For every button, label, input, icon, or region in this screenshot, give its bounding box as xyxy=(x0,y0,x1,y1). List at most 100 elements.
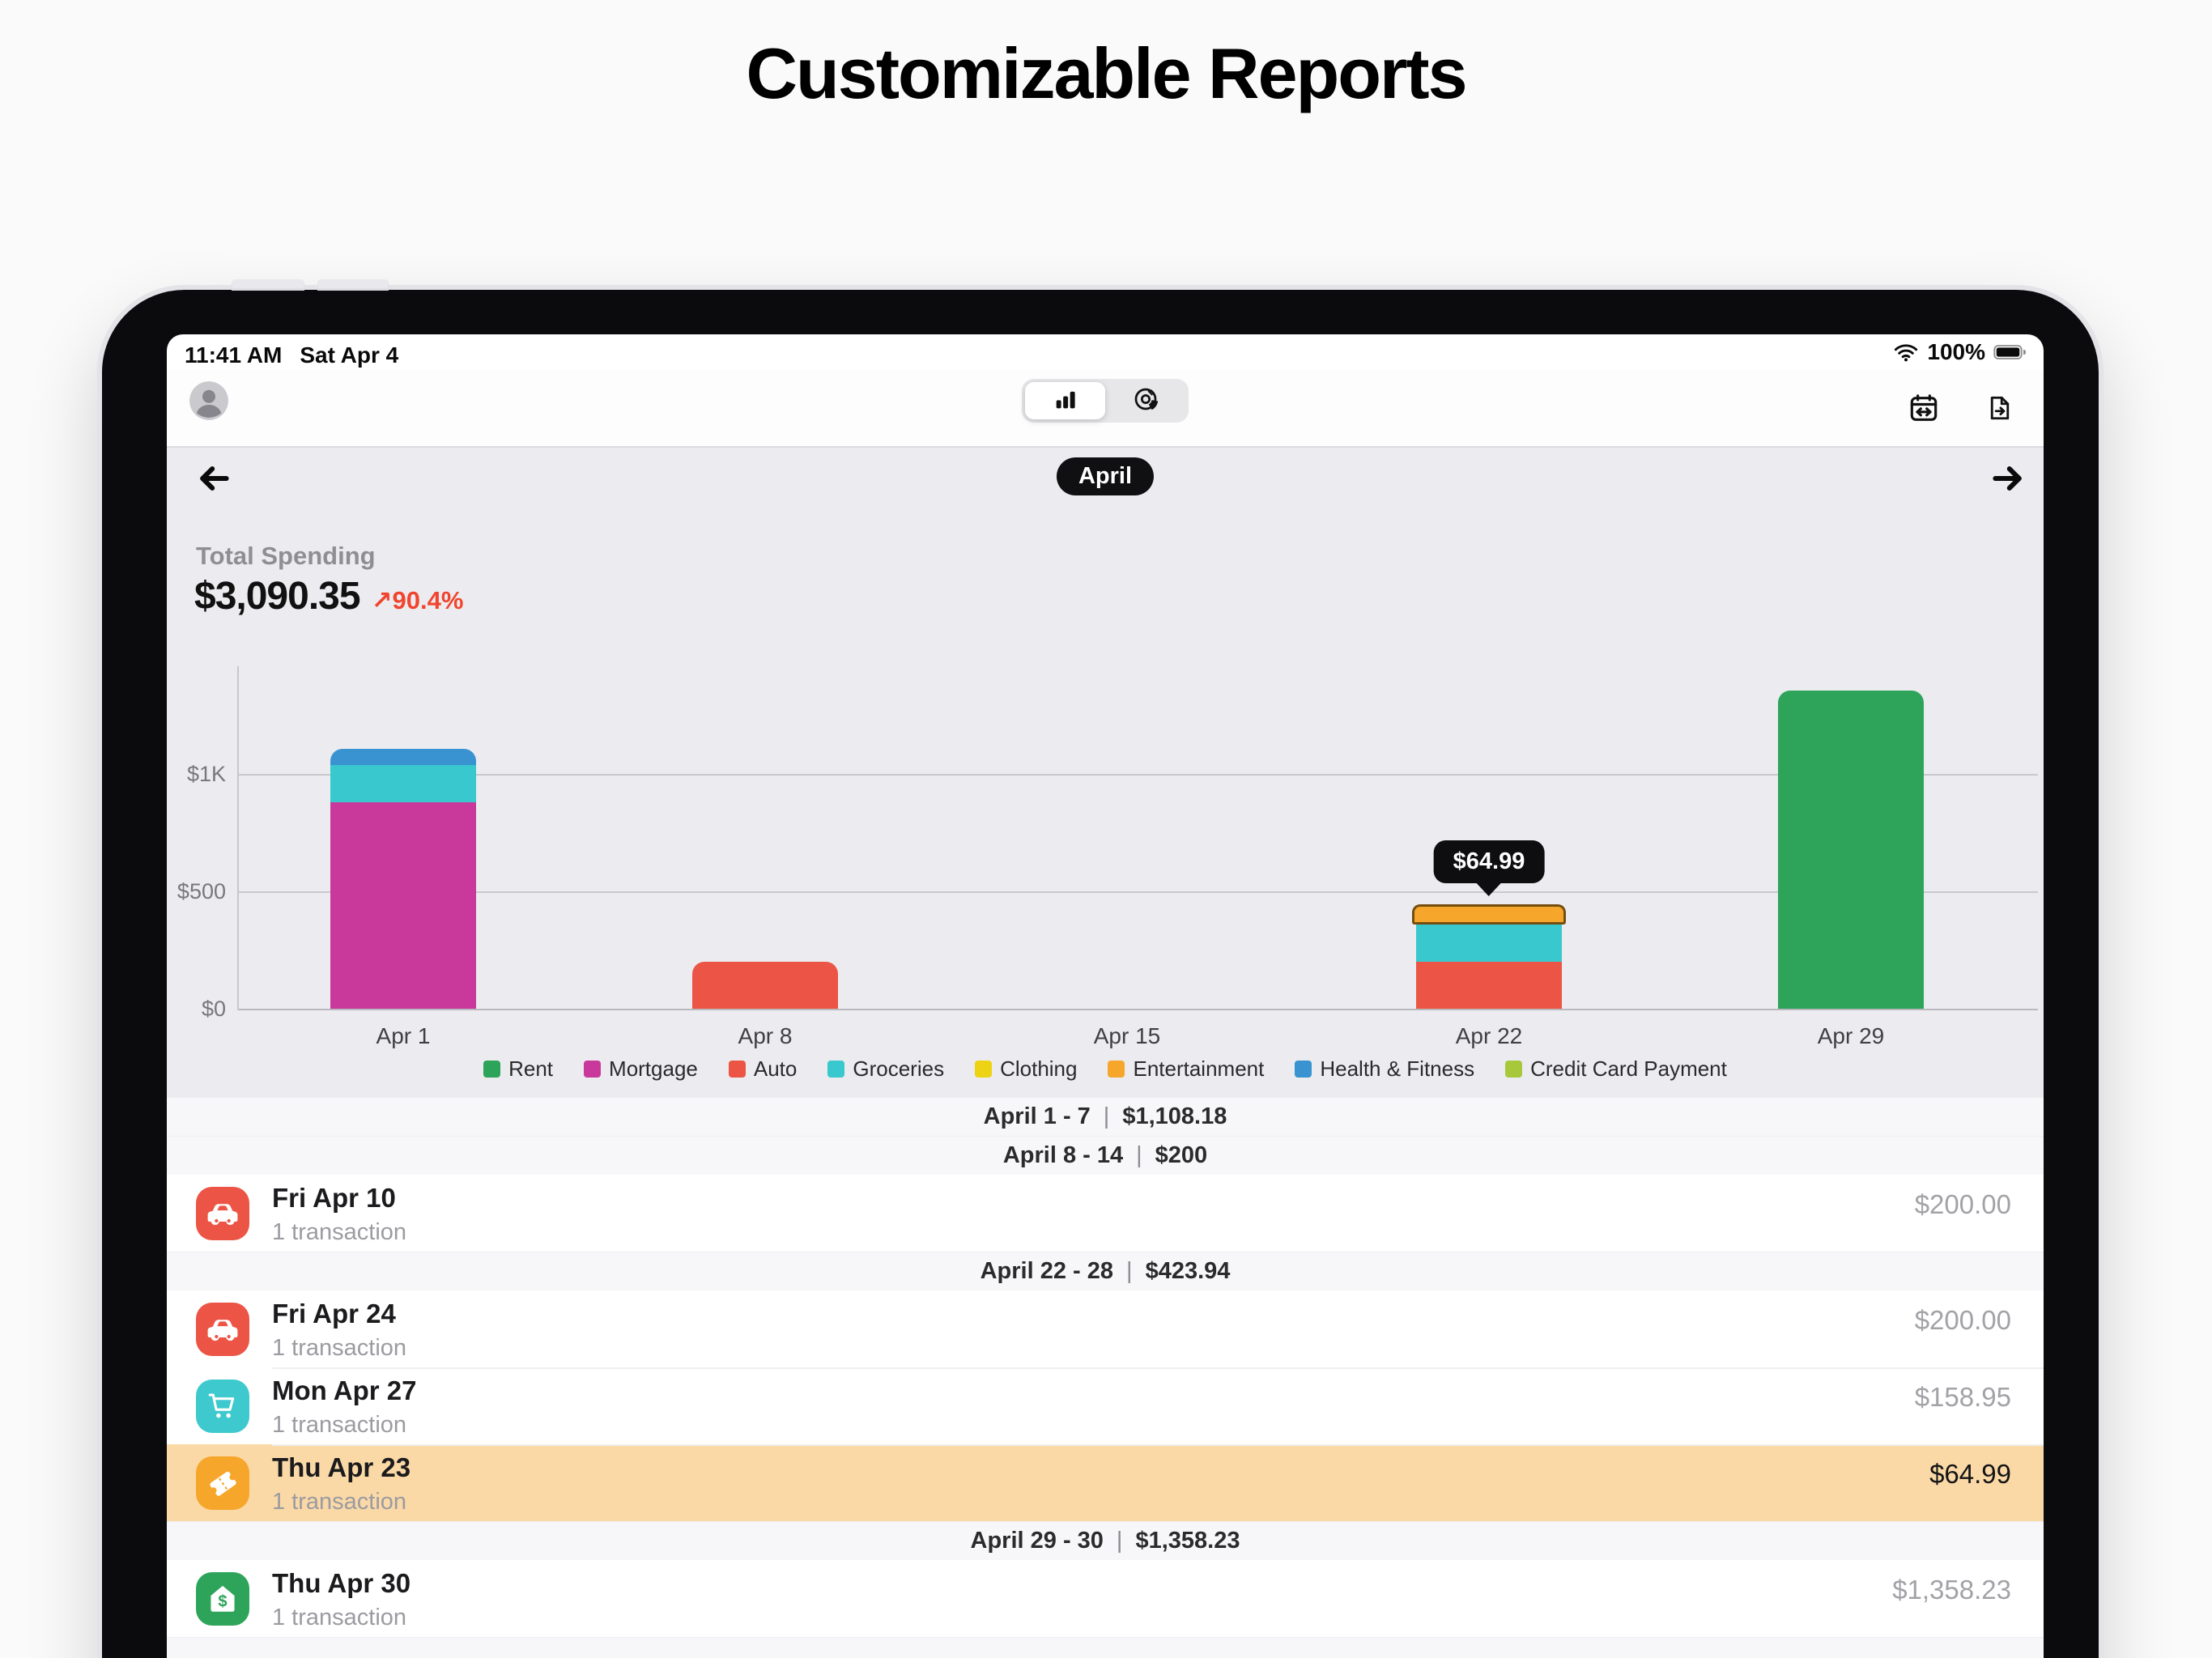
bar-apr-1[interactable] xyxy=(330,749,476,1009)
status-bar: 11:41 AM Sat Apr 4 100% xyxy=(167,334,2044,370)
legend-swatch xyxy=(975,1061,993,1078)
ipad-frame: 11:41 AM Sat Apr 4 100% xyxy=(97,279,2104,1658)
car-icon xyxy=(196,1302,249,1356)
battery-percent: 100% xyxy=(1927,339,1985,364)
trend-up-icon: ↗ xyxy=(371,586,393,614)
y-axis-tick-label: $0 xyxy=(201,997,226,1021)
transaction-day: Fri Apr 24 xyxy=(272,1298,396,1329)
bar-chart-tab[interactable] xyxy=(1025,382,1105,419)
next-month-button[interactable] xyxy=(1990,461,2026,500)
transaction-day: Thu Apr 23 xyxy=(272,1452,411,1482)
transaction-count: 1 transaction xyxy=(272,1218,407,1245)
ticket-icon xyxy=(196,1456,249,1510)
toolbar-right xyxy=(1908,370,2014,446)
section-separator: | xyxy=(1116,1528,1123,1554)
status-left: 11:41 AM Sat Apr 4 xyxy=(185,342,398,368)
section-total: $423.94 xyxy=(1145,1258,1231,1284)
previous-month-button[interactable] xyxy=(196,461,232,500)
app-screen: 11:41 AM Sat Apr 4 100% xyxy=(167,334,2044,1658)
legend-label: Credit Card Payment xyxy=(1530,1056,1727,1081)
bar-chart-icon xyxy=(1052,385,1079,417)
bar-segment-entertainment[interactable] xyxy=(1412,904,1566,925)
legend-item-mortgage: Mortgage xyxy=(584,1056,698,1082)
month-pill[interactable]: April xyxy=(1056,457,1155,495)
transaction-row[interactable]: $ Thu Apr 30 1 transaction $1,358.23 xyxy=(167,1560,2044,1637)
transaction-day: Thu Apr 30 xyxy=(272,1567,411,1598)
report-content-background xyxy=(167,448,2044,1097)
legend-label: Mortgage xyxy=(609,1056,698,1081)
avatar[interactable] xyxy=(189,381,228,420)
transaction-amount: $200.00 xyxy=(1914,1305,2011,1335)
transaction-row[interactable]: Fri Apr 10 1 transaction $200.00 xyxy=(167,1175,2044,1252)
cart-icon xyxy=(196,1379,249,1433)
section-total: $1,108.18 xyxy=(1122,1103,1227,1129)
chart-gridline xyxy=(239,891,2038,894)
legend-swatch xyxy=(1505,1061,1523,1078)
legend-swatch xyxy=(483,1061,501,1078)
toolbar xyxy=(167,370,2044,448)
spending-change-badge: ↗90.4% xyxy=(371,586,464,614)
chart-type-segmented-control xyxy=(1022,379,1189,423)
volume-button xyxy=(232,279,304,291)
transaction-count: 1 transaction xyxy=(272,1334,407,1361)
transaction-day: Mon Apr 27 xyxy=(272,1375,417,1405)
pie-chart-tab[interactable] xyxy=(1105,382,1185,419)
bar-apr-22[interactable] xyxy=(1412,904,1566,1009)
legend-label: Entertainment xyxy=(1133,1056,1265,1081)
legend-item-rent: Rent xyxy=(483,1056,553,1082)
bar-segment-groceries[interactable] xyxy=(1416,925,1562,963)
x-axis-tick-label: Apr 15 xyxy=(1093,1023,1161,1048)
bar-segment-groceries[interactable] xyxy=(330,765,476,803)
section-header: April 8 - 14 | $200 xyxy=(167,1136,2044,1175)
legend-label: Health & Fitness xyxy=(1320,1056,1475,1081)
section-total: $200 xyxy=(1155,1142,1208,1168)
chart-legend: Rent Mortgage Auto Groceries Clothing Enterta… xyxy=(167,1056,2044,1082)
transaction-row[interactable]: Mon Apr 27 1 transaction $158.95 xyxy=(167,1367,2044,1444)
export-icon[interactable] xyxy=(1985,392,2014,424)
section-total: $1,358.23 xyxy=(1135,1528,1240,1554)
bar-value-tooltip: $64.99 xyxy=(1433,840,1545,884)
bar-apr-29[interactable] xyxy=(1778,690,1924,1009)
section-range: April 22 - 28 xyxy=(980,1258,1114,1284)
bar-segment-health-fitness[interactable] xyxy=(330,749,476,766)
legend-swatch xyxy=(1295,1061,1312,1078)
transaction-amount: $1,358.23 xyxy=(1892,1575,2011,1605)
bar-apr-8[interactable] xyxy=(692,962,838,1009)
section-header: April 22 - 28 | $423.94 xyxy=(167,1252,2044,1290)
total-spending-label: Total Spending xyxy=(196,542,376,570)
legend-item-groceries: Groceries xyxy=(827,1056,944,1082)
transaction-row[interactable]: Thu Apr 23 1 transaction $64.99 xyxy=(167,1444,2044,1521)
legend-swatch xyxy=(584,1061,602,1078)
battery-icon xyxy=(1993,344,2026,360)
legend-swatch xyxy=(827,1061,845,1078)
legend-label: Auto xyxy=(753,1056,798,1081)
bar-segment-auto[interactable] xyxy=(692,962,838,1009)
chart-gridline xyxy=(239,774,2038,776)
section-range: April 1 - 7 xyxy=(983,1103,1091,1129)
legend-swatch xyxy=(728,1061,746,1078)
bar-segment-mortgage[interactable] xyxy=(330,802,476,1009)
status-date: Sat Apr 4 xyxy=(300,342,399,368)
x-axis-tick-label: Apr 1 xyxy=(376,1023,431,1048)
legend-item-clothing: Clothing xyxy=(975,1056,1077,1082)
bar-segment-auto[interactable] xyxy=(1416,962,1562,1009)
house-dollar-icon: $ xyxy=(196,1571,249,1626)
section-separator: | xyxy=(1103,1103,1110,1129)
section-header: April 29 - 30 | $1,358.23 xyxy=(167,1521,2044,1560)
bar-segment-rent[interactable] xyxy=(1778,690,1924,1009)
section-header xyxy=(167,1637,2044,1658)
legend-swatch xyxy=(1108,1061,1125,1078)
transaction-row[interactable]: Fri Apr 24 1 transaction $200.00 xyxy=(167,1290,2044,1367)
spending-chart: $0 $500 $1K Apr 1 Apr 8 Apr 15 Apr 22 Apr 29 $64… xyxy=(177,666,2038,1048)
legend-label: Clothing xyxy=(1000,1056,1078,1081)
legend-item-health-fitness: Health & Fitness xyxy=(1295,1056,1474,1082)
legend-item-auto: Auto xyxy=(728,1056,798,1082)
x-axis-tick-label: Apr 8 xyxy=(738,1023,793,1048)
calendar-range-icon[interactable] xyxy=(1908,392,1940,424)
transaction-day: Fri Apr 10 xyxy=(272,1182,396,1213)
status-right: 100% xyxy=(1893,339,2026,365)
status-time: 11:41 AM xyxy=(185,342,283,368)
donut-chart-icon xyxy=(1131,385,1160,418)
volume-button xyxy=(317,279,389,291)
